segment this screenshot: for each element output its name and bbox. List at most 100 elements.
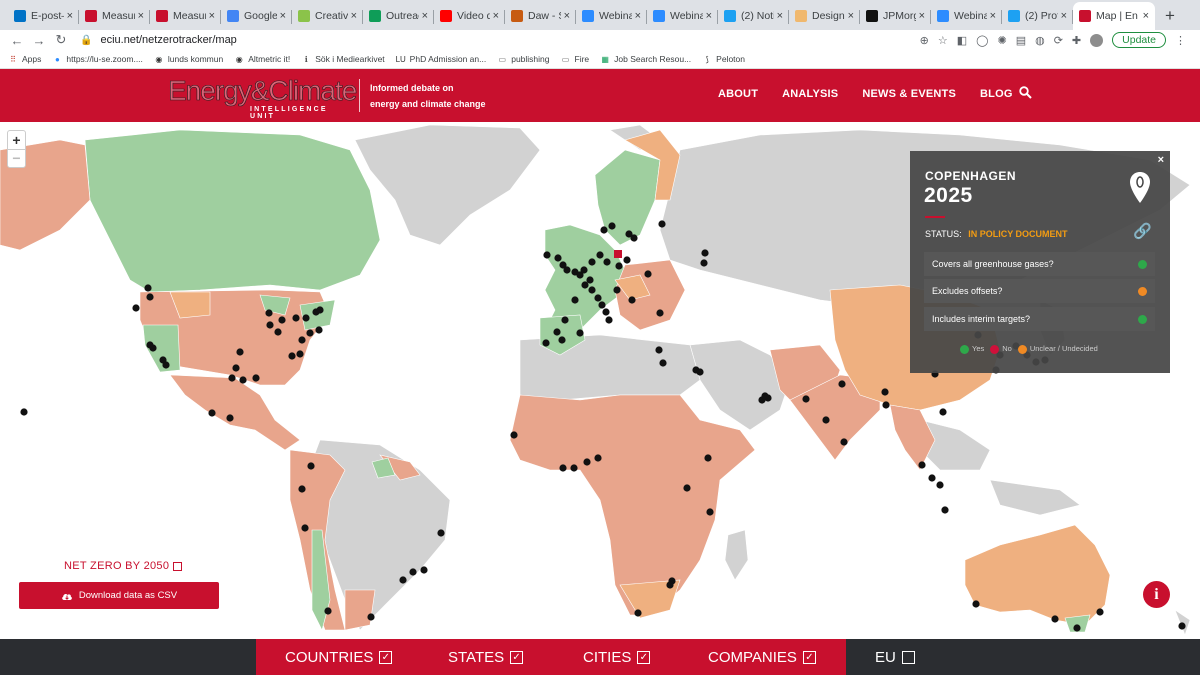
forward-icon[interactable]: → <box>32 32 46 48</box>
city-marker[interactable] <box>292 314 300 322</box>
city-marker[interactable] <box>146 293 154 301</box>
city-marker[interactable] <box>239 376 247 384</box>
city-marker[interactable] <box>278 316 286 324</box>
extension-doc-icon[interactable]: ▤ <box>1015 34 1027 47</box>
city-marker[interactable] <box>928 474 936 482</box>
city-marker[interactable] <box>559 464 567 472</box>
filter-countries[interactable]: COUNTRIES ✓ <box>285 639 393 675</box>
browser-tab[interactable]: E-post–L× <box>8 2 79 30</box>
city-marker[interactable] <box>656 309 664 317</box>
city-marker[interactable] <box>542 339 550 347</box>
browser-tab[interactable]: Designin× <box>789 2 860 30</box>
browser-tab[interactable]: JPMorga× <box>860 2 931 30</box>
city-marker[interactable] <box>288 352 296 360</box>
search-icon[interactable] <box>1019 86 1032 102</box>
city-marker[interactable] <box>939 408 947 416</box>
download-csv-button[interactable]: Download data as CSV <box>19 582 219 609</box>
browser-tab[interactable]: Creative× <box>292 2 363 30</box>
browser-tab[interactable]: Webinar× <box>647 2 718 30</box>
city-marker[interactable] <box>600 226 608 234</box>
city-marker[interactable] <box>1178 622 1186 630</box>
back-icon[interactable]: ← <box>10 32 24 48</box>
city-marker[interactable] <box>598 301 606 309</box>
browser-tab[interactable]: Video de× <box>434 2 505 30</box>
city-marker[interactable] <box>706 508 714 516</box>
city-marker[interactable] <box>608 222 616 230</box>
city-marker[interactable] <box>634 609 642 617</box>
city-marker[interactable] <box>409 568 417 576</box>
city-marker[interactable] <box>1096 608 1104 616</box>
filter-companies[interactable]: COMPANIES ✓ <box>708 639 816 675</box>
city-marker[interactable] <box>307 462 315 470</box>
profile-avatar[interactable] <box>1090 33 1104 47</box>
filter-checkbox[interactable]: ✓ <box>802 650 816 664</box>
city-marker[interactable] <box>596 251 604 259</box>
browser-menu-icon[interactable]: ⋮ <box>1175 34 1186 47</box>
city-marker[interactable] <box>972 600 980 608</box>
city-marker[interactable] <box>554 254 562 262</box>
extension-globe-icon[interactable]: ◍ <box>1035 34 1045 47</box>
city-marker[interactable] <box>1051 615 1059 623</box>
city-marker[interactable] <box>603 258 611 266</box>
zoom-out-button[interactable]: − <box>8 148 25 167</box>
browser-tab[interactable]: Google T× <box>221 2 292 30</box>
browser-tab[interactable]: Measurin× <box>79 2 150 30</box>
filter-eu[interactable]: EU <box>875 639 915 675</box>
city-marker[interactable] <box>623 256 631 264</box>
tab-close-icon[interactable]: × <box>563 10 570 22</box>
tab-close-icon[interactable]: × <box>350 10 357 22</box>
filter-checkbox[interactable]: ✓ <box>379 650 393 664</box>
city-marker[interactable] <box>594 294 602 302</box>
city-marker[interactable] <box>316 306 324 314</box>
browser-tab[interactable]: (2) Profi× <box>1002 2 1073 30</box>
bookmark-item[interactable]: ℹ Sök i Mediearkivet <box>301 54 385 64</box>
extension-gear-icon[interactable]: ✺ <box>997 34 1007 47</box>
city-marker[interactable] <box>265 309 273 317</box>
reload-icon[interactable]: ↻ <box>55 32 67 47</box>
city-marker[interactable] <box>298 336 306 344</box>
city-marker[interactable] <box>696 368 704 376</box>
pocket-icon[interactable]: ◧ <box>956 34 968 47</box>
tab-close-icon[interactable]: × <box>776 10 783 22</box>
city-marker[interactable] <box>399 576 407 584</box>
city-marker[interactable] <box>615 262 623 270</box>
tab-close-icon[interactable]: × <box>634 10 641 22</box>
city-marker[interactable] <box>510 431 518 439</box>
city-marker[interactable] <box>659 359 667 367</box>
browser-tab[interactable]: Daw - St× <box>505 2 576 30</box>
nav-blog[interactable]: BLOG <box>980 88 1013 100</box>
city-marker[interactable] <box>761 392 769 400</box>
tab-close-icon[interactable]: × <box>421 10 428 22</box>
bookmark-star-icon[interactable]: ☆ <box>937 34 948 47</box>
bookmark-item[interactable]: ◉ Altmetric it! <box>234 54 291 64</box>
city-marker[interactable] <box>563 266 571 274</box>
city-marker[interactable] <box>559 261 567 269</box>
city-marker[interactable] <box>588 258 596 266</box>
city-marker[interactable] <box>437 529 445 537</box>
browser-tab[interactable]: Measurin× <box>150 2 221 30</box>
city-marker[interactable] <box>602 308 610 316</box>
bookmark-item[interactable]: ● https://lu-se.zoom.... <box>52 54 143 64</box>
city-marker[interactable] <box>228 374 236 382</box>
city-marker[interactable] <box>576 271 584 279</box>
site-logo[interactable]: Energy&Climate INTELLIGENCE UNIT <box>168 76 358 120</box>
city-marker[interactable] <box>586 276 594 284</box>
browser-tab[interactable]: Webinar× <box>576 2 647 30</box>
popup-close-button[interactable]: × <box>1157 154 1164 166</box>
city-marker[interactable] <box>302 314 310 322</box>
nav-about[interactable]: ABOUT <box>718 88 759 100</box>
tab-close-icon[interactable]: × <box>1060 10 1067 22</box>
bookmark-item[interactable]: LU PhD Admission an... <box>396 54 487 64</box>
city-marker[interactable] <box>918 461 926 469</box>
filter-checkbox[interactable]: ✓ <box>510 650 524 664</box>
city-marker[interactable] <box>367 613 375 621</box>
city-marker[interactable] <box>594 454 602 462</box>
city-marker[interactable] <box>558 336 566 344</box>
city-marker[interactable] <box>576 329 584 337</box>
city-marker[interactable] <box>149 344 157 352</box>
city-marker[interactable] <box>881 388 889 396</box>
lock-icon[interactable]: 🔒 <box>80 34 93 46</box>
city-marker[interactable] <box>838 380 846 388</box>
tab-close-icon[interactable]: × <box>492 10 499 22</box>
tab-close-icon[interactable]: × <box>137 10 144 22</box>
